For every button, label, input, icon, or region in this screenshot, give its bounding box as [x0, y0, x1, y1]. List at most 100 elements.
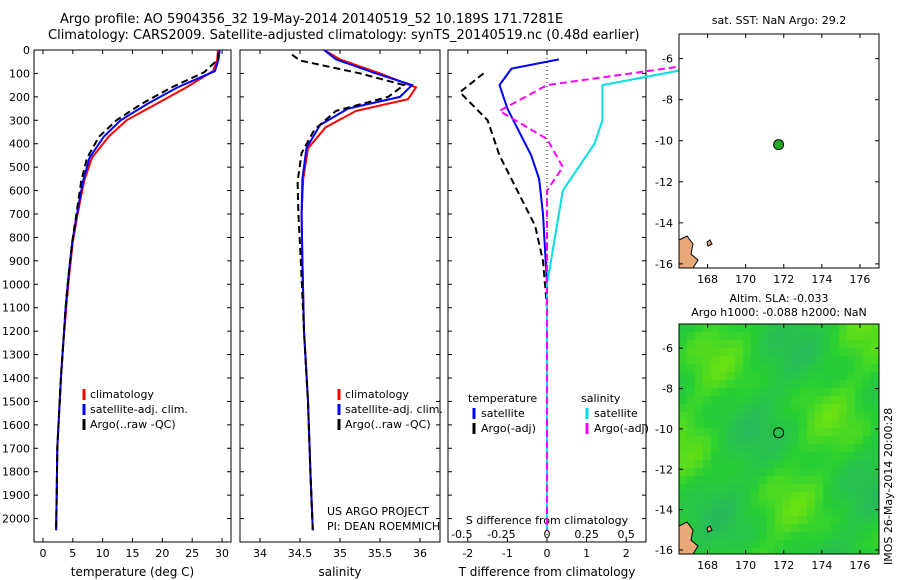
heatmap-cell: [791, 524, 799, 532]
heatmap-cell: [783, 508, 791, 516]
heatmap-cell: [751, 356, 759, 364]
heatmap-cell: [783, 548, 791, 554]
heatmap-cell: [767, 340, 775, 348]
heatmap-cell: [823, 476, 831, 484]
heatmap-cell: [751, 404, 759, 412]
heatmap-cell: [799, 420, 807, 428]
heatmap-cell: [727, 532, 735, 540]
y-tick-label: 200: [9, 91, 30, 104]
x-tick-label: -1: [502, 547, 513, 560]
heatmap-cell: [863, 492, 871, 500]
header-line-1: Argo profile: AO 5904356_32 19-May-2014 …: [60, 12, 564, 27]
heatmap-cell: [711, 420, 719, 428]
heatmap-cell: [719, 540, 727, 548]
heatmap-cell: [727, 340, 735, 348]
heatmap-cell: [855, 412, 863, 420]
heatmap-cell: [847, 428, 855, 436]
heatmap-cell: [735, 452, 743, 460]
plot-frame: [239, 49, 441, 543]
heatmap-cell: [711, 508, 719, 516]
heatmap-cell: [687, 404, 695, 412]
heatmap-cell: [759, 404, 767, 412]
heatmap-cell: [719, 428, 727, 436]
heatmap-cell: [703, 532, 711, 540]
heatmap-cell: [855, 420, 863, 428]
heatmap-cell: [751, 492, 759, 500]
heatmap-cell: [799, 452, 807, 460]
heatmap-cell: [703, 420, 711, 428]
heatmap-cell: [791, 532, 799, 540]
heatmap-cell: [735, 484, 743, 492]
heatmap-cell: [679, 324, 687, 332]
heatmap-cell: [703, 492, 711, 500]
salinity-profile-panel: 34 34.5 35 35.5 36 salinity climatology satelli…: [239, 49, 443, 579]
heatmap-cell: [791, 508, 799, 516]
heatmap-cell: [807, 372, 815, 380]
y-tick-label: 900: [9, 255, 30, 268]
heatmap-cell: [831, 364, 839, 372]
heatmap-cell: [783, 540, 791, 548]
heatmap-cell: [695, 444, 703, 452]
heatmap-cell: [695, 340, 703, 348]
y-tick-label: -10: [655, 135, 673, 148]
heatmap-cell: [703, 428, 711, 436]
heatmap-cell: [815, 484, 823, 492]
heatmap-cell: [703, 444, 711, 452]
x-tick-label: 0: [544, 547, 551, 560]
heatmap-cell: [831, 484, 839, 492]
legend-title-salinity: salinity: [581, 392, 621, 405]
y-tick-label: 1800: [2, 466, 30, 479]
heatmap-cell: [727, 324, 735, 332]
heatmap-cell: [711, 532, 719, 540]
legend-label: satellite-adj. clim.: [345, 403, 443, 416]
heatmap-cell: [799, 532, 807, 540]
heatmap-cell: [855, 460, 863, 468]
heatmap-cell: [847, 468, 855, 476]
heatmap-cell: [823, 548, 831, 554]
heatmap-cell: [783, 348, 791, 356]
heatmap-cell: [855, 444, 863, 452]
heatmap-cell: [719, 444, 727, 452]
heatmap-cell: [711, 324, 719, 332]
heatmap-cell: [855, 372, 863, 380]
heatmap-cell: [751, 508, 759, 516]
x-axis-label: T difference from climatology: [458, 565, 636, 579]
heatmap-cell: [695, 372, 703, 380]
y-tick-label: 2000: [2, 513, 30, 526]
heatmap-cell: [759, 348, 767, 356]
heatmap-cell: [807, 348, 815, 356]
heatmap-cell: [815, 364, 823, 372]
heatmap-cell: [783, 364, 791, 372]
heatmap-cell: [863, 484, 871, 492]
heatmap-cell: [775, 516, 783, 524]
heatmap-cell: [831, 516, 839, 524]
heatmap-cell: [823, 500, 831, 508]
heatmap-cell: [679, 396, 687, 404]
y-tick-label: 1100: [2, 302, 30, 315]
heatmap-cell: [799, 548, 807, 554]
heatmap-cell: [775, 372, 783, 380]
heatmap-cell: [735, 396, 743, 404]
heatmap-cell: [743, 412, 751, 420]
heatmap-cell: [711, 484, 719, 492]
heatmap-cell: [767, 548, 775, 554]
heatmap-cell: [719, 404, 727, 412]
heatmap-cell: [743, 500, 751, 508]
heatmap-cell: [799, 428, 807, 436]
heatmap-cell: [831, 468, 839, 476]
heatmap-cell: [815, 548, 823, 554]
heatmap-cell: [855, 436, 863, 444]
heatmap-cell: [815, 476, 823, 484]
heatmap-cell: [847, 412, 855, 420]
heatmap-cell: [863, 364, 871, 372]
heatmap-cell: [807, 332, 815, 340]
heatmap-cell: [695, 428, 703, 436]
heatmap-cell: [799, 436, 807, 444]
heatmap-cell: [727, 548, 735, 554]
heatmap-cell: [791, 468, 799, 476]
heatmap-cell: [727, 500, 735, 508]
heatmap-cell: [695, 532, 703, 540]
heatmap-cell: [815, 380, 823, 388]
y-tick-label: 700: [9, 208, 30, 221]
heatmap-cell: [687, 356, 695, 364]
